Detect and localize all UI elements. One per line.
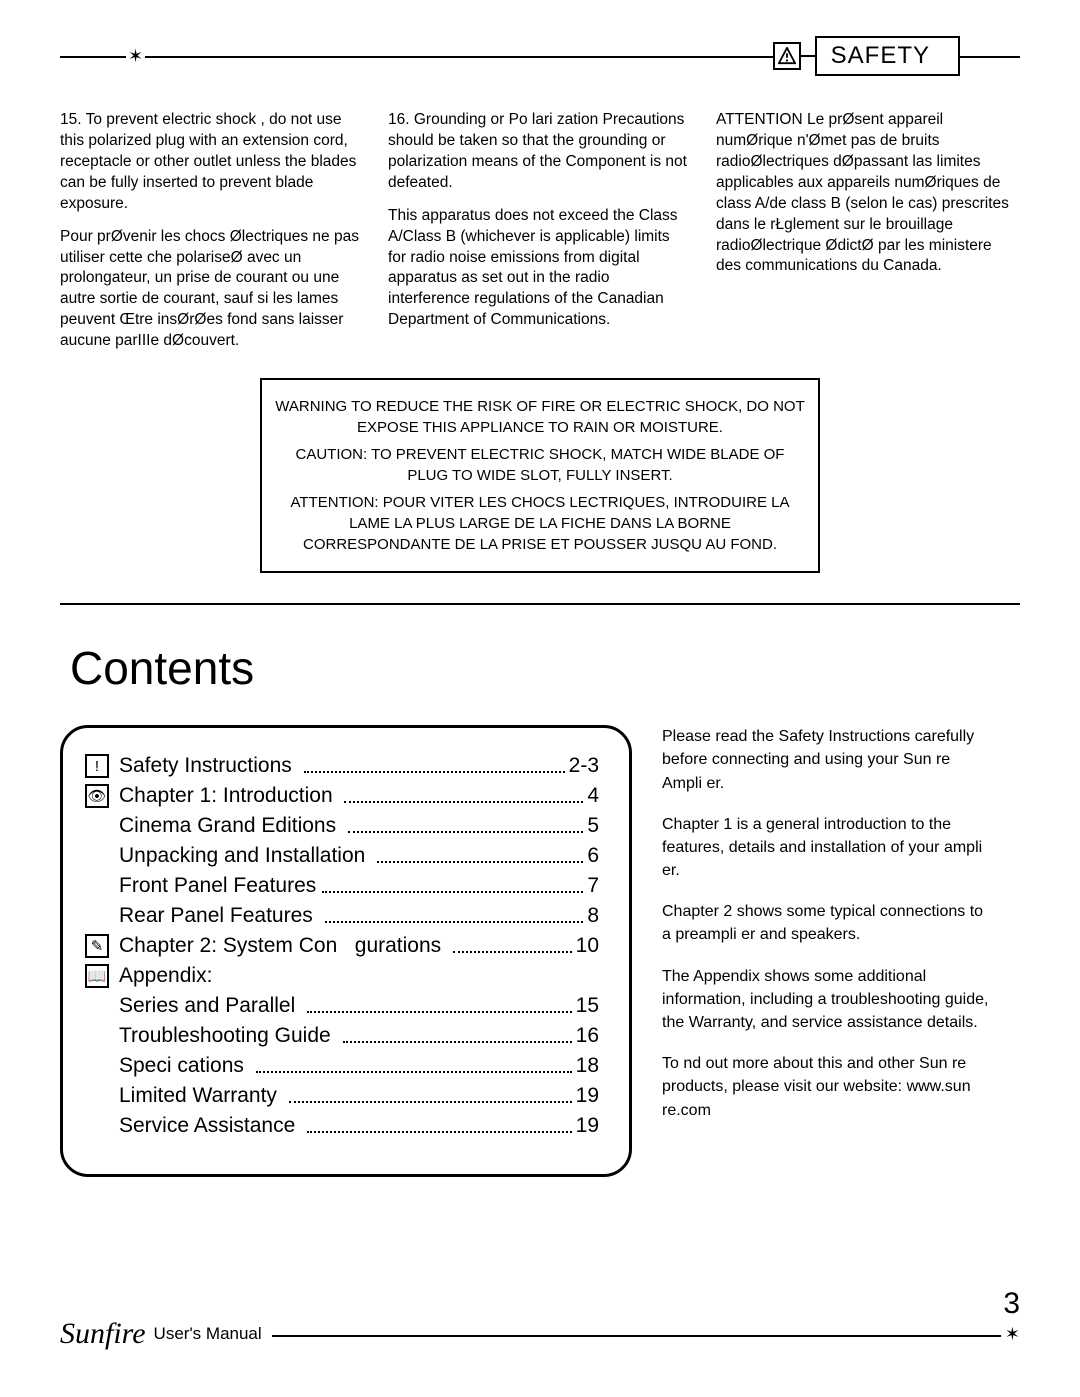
toc-line: 👁 Chapter 1: Introduction 4: [85, 784, 599, 808]
toc-box: ! Safety Instructions 2-3 👁 Chapter 1: Intr…: [60, 725, 632, 1177]
toc-label: Appendix:: [119, 964, 212, 988]
header-safety-box: SAFETY: [773, 36, 960, 76]
toc-dots: [322, 891, 583, 893]
toc-label: Service Assistance: [119, 1114, 301, 1138]
contents-side-text: Chapter 1 is a general introduction to t…: [662, 813, 992, 883]
toc-page: 15: [576, 994, 599, 1018]
toc-dots: [289, 1101, 572, 1103]
toc-dots: [343, 1041, 572, 1043]
contents-side-text: The Appendix shows some additional infor…: [662, 965, 992, 1035]
toc-page: 10: [576, 934, 599, 958]
toc-label: Limited Warranty: [119, 1084, 283, 1108]
toc-label: Unpacking and Installation: [119, 844, 371, 868]
toc-line: Limited Warranty 19: [85, 1084, 599, 1108]
safety-text: 16. Grounding or Po lari zation Precauti…: [388, 110, 692, 194]
toc-icon: 👁: [85, 784, 109, 808]
contents-row: ! Safety Instructions 2-3 👁 Chapter 1: Intr…: [60, 725, 1020, 1177]
toc-line: Unpacking and Installation 6: [85, 844, 599, 868]
toc-line: Speci cations 18: [85, 1054, 599, 1078]
safety-text: ATTENTION Le prØsent appareil numØrique …: [716, 110, 1020, 277]
warning-line: WARNING TO REDUCE THE RISK OF FIRE OR EL…: [274, 396, 806, 438]
toc-page: 18: [576, 1054, 599, 1078]
toc-line: Troubleshooting Guide 16: [85, 1024, 599, 1048]
toc-page: 4: [587, 784, 599, 808]
manual-label: User's Manual: [154, 1324, 262, 1344]
toc-line: 📖 Appendix:: [85, 964, 599, 988]
safety-col-1: 15. To prevent electric shock , do not u…: [60, 110, 364, 364]
header-star-icon: ✶: [126, 46, 145, 67]
toc-line: ! Safety Instructions 2-3: [85, 754, 599, 778]
toc-dots: [307, 1131, 572, 1133]
toc-dots: [348, 831, 583, 833]
toc-label: Cinema Grand Editions: [119, 814, 342, 838]
toc-page: 5: [587, 814, 599, 838]
footer-star-icon: ✶: [1005, 1324, 1020, 1345]
page-number: 3: [1003, 1287, 1020, 1321]
footer: 3 Sunfire User's Manual ✶: [60, 1317, 1020, 1351]
toc-page: 2-3: [569, 754, 599, 778]
toc-dots: [304, 771, 565, 773]
toc-line: ✎ Chapter 2: System Con gurations 10: [85, 934, 599, 958]
section-divider: [60, 603, 1020, 605]
safety-columns: 15. To prevent electric shock , do not u…: [60, 110, 1020, 364]
toc-icon: ✎: [85, 934, 109, 958]
warning-icon: [773, 42, 801, 70]
toc-page: 19: [576, 1084, 599, 1108]
footer-rule: [272, 1335, 1001, 1337]
brand-logo: Sunfire: [60, 1317, 146, 1351]
contents-side-text: Please read the Safety Instructions care…: [662, 725, 992, 795]
safety-col-3: ATTENTION Le prØsent appareil numØrique …: [716, 110, 1020, 364]
toc-label: Front Panel Features: [119, 874, 316, 898]
toc-dots: [344, 801, 583, 803]
toc-dots: [377, 861, 583, 863]
warning-line: ATTENTION: POUR VITER LES CHOCS LECTRIQU…: [274, 492, 806, 555]
header: ✶ SAFETY: [60, 0, 1020, 90]
toc-line: Service Assistance 19: [85, 1114, 599, 1138]
contents-sidebar: Please read the Safety Instructions care…: [662, 725, 992, 1140]
toc-page: 6: [587, 844, 599, 868]
safety-col-2: 16. Grounding or Po lari zation Precauti…: [388, 110, 692, 364]
toc-label: Safety Instructions: [119, 754, 298, 778]
contents-side-text: To nd out more about this and other Sun …: [662, 1052, 992, 1122]
toc-line: Front Panel Features 7: [85, 874, 599, 898]
toc-dots: [307, 1011, 572, 1013]
toc-label: Chapter 2: System Con gurations: [119, 934, 447, 958]
warning-line: CAUTION: TO PREVENT ELECTRIC SHOCK, MATC…: [274, 444, 806, 486]
toc-dots: [453, 951, 572, 953]
toc-line: Rear Panel Features 8: [85, 904, 599, 928]
toc-dots: [325, 921, 584, 923]
toc-label: Chapter 1: Introduction: [119, 784, 338, 808]
header-dash: [801, 55, 815, 57]
toc-line: Series and Parallel 15: [85, 994, 599, 1018]
toc-page: 7: [587, 874, 599, 898]
toc-page: 16: [576, 1024, 599, 1048]
toc-label: Rear Panel Features: [119, 904, 319, 928]
toc-line: Cinema Grand Editions 5: [85, 814, 599, 838]
safety-text: Pour prØvenir les chocs Ølectriques ne p…: [60, 227, 364, 353]
contents-side-text: Chapter 2 shows some typical connections…: [662, 900, 992, 946]
toc-dots: [256, 1071, 572, 1073]
warning-box: WARNING TO REDUCE THE RISK OF FIRE OR EL…: [260, 378, 820, 573]
toc-page: 19: [576, 1114, 599, 1138]
toc-icon: !: [85, 754, 109, 778]
safety-text: 15. To prevent electric shock , do not u…: [60, 110, 364, 215]
toc-label: Series and Parallel: [119, 994, 301, 1018]
header-label-box: SAFETY: [815, 36, 960, 76]
toc-label: Speci cations: [119, 1054, 250, 1078]
toc-icon: 📖: [85, 964, 109, 988]
toc-label: Troubleshooting Guide: [119, 1024, 337, 1048]
contents-heading: Contents: [70, 641, 1020, 695]
safety-text: This apparatus does not exceed the Class…: [388, 206, 692, 332]
toc-page: 8: [587, 904, 599, 928]
header-title: SAFETY: [831, 42, 930, 69]
